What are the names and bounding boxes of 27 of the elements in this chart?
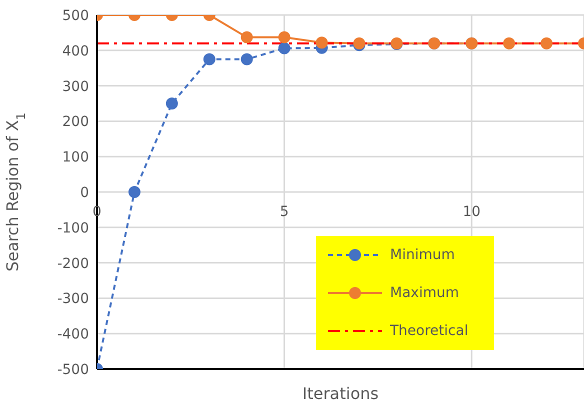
point — [240, 31, 253, 44]
y-tick-label: -100 — [57, 220, 89, 236]
y-tick-label: -400 — [57, 326, 89, 343]
y-tick-label: -500 — [57, 362, 89, 378]
y-tick-label: 0 — [80, 184, 89, 201]
y-tick-label: -300 — [57, 291, 89, 308]
y-tick-label: 300 — [62, 78, 89, 95]
point — [278, 42, 290, 54]
point — [128, 186, 140, 198]
point — [203, 53, 216, 66]
point — [240, 53, 253, 66]
y-tick-label: 500 — [62, 8, 89, 24]
x-tick-label: 10 — [462, 204, 481, 220]
legend-label: Maximum — [390, 285, 459, 301]
legend-label: Minimum — [390, 247, 455, 263]
y-tick-label: 100 — [62, 150, 89, 166]
y-tick-label: 200 — [62, 114, 89, 130]
x-axis-title: Iterations — [302, 384, 379, 403]
point — [278, 31, 290, 44]
legend-label: Theoretical — [390, 323, 468, 339]
y-tick-label: 400 — [62, 43, 89, 60]
point — [316, 36, 328, 49]
point — [503, 37, 516, 50]
y-tick-label: -200 — [57, 256, 89, 272]
x-tick-label: 5 — [280, 204, 289, 220]
point — [166, 98, 178, 110]
point — [540, 37, 553, 50]
